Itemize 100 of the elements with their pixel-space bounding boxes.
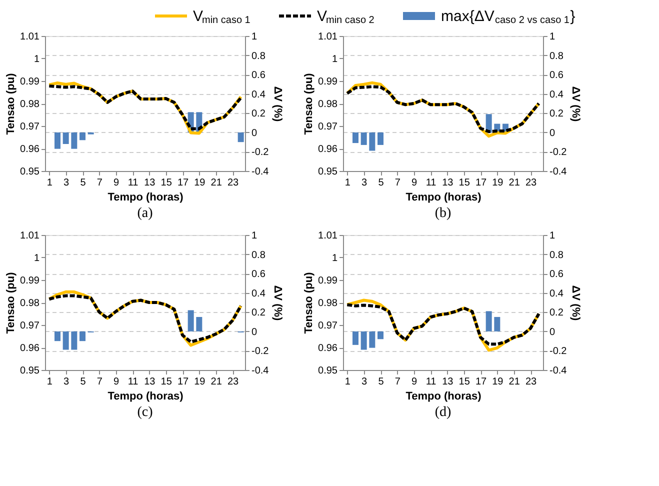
y2-tick-label: 0.8 xyxy=(252,50,266,62)
bar xyxy=(196,316,202,332)
x-tick-label: 11 xyxy=(426,178,437,188)
x-tick-label: 15 xyxy=(160,178,172,188)
x-axis-title: Tempo (horas) xyxy=(406,192,482,204)
x-tick-label: 13 xyxy=(144,178,156,188)
y2-tick-label: 0.4 xyxy=(252,288,266,300)
y-tick-label: 0.96 xyxy=(318,144,338,155)
y-tick-label: 0.99 xyxy=(20,76,40,88)
x-tick-label: 5 xyxy=(378,178,384,188)
x-tick-label: 1 xyxy=(46,178,53,188)
y2-tick-label: 0.2 xyxy=(550,308,564,319)
y-tick-label: 1.01 xyxy=(20,230,40,242)
y-tick-label: 1.01 xyxy=(20,32,40,42)
bar xyxy=(360,331,367,350)
bar xyxy=(494,316,500,332)
y2-tick-label: -0.2 xyxy=(550,147,568,158)
y2-axis-title: ΔV (%) xyxy=(570,86,582,122)
y2-tick-label: -0.2 xyxy=(550,346,568,358)
x-tick-label: 5 xyxy=(378,376,384,388)
y-tick-label: 0.98 xyxy=(318,99,338,110)
x-tick-label: 5 xyxy=(80,178,86,188)
x-tick-label: 7 xyxy=(394,376,401,388)
y2-tick-label: -0.2 xyxy=(252,346,270,358)
y-tick-label: 0.98 xyxy=(20,298,40,309)
y-axis-title: Tensao (pu) xyxy=(5,272,18,334)
x-tick-label: 17 xyxy=(177,376,189,388)
x-tick-label: 7 xyxy=(96,178,103,188)
y-tick-label: 1.01 xyxy=(318,32,338,42)
x-tick-label: 13 xyxy=(442,178,454,188)
y2-tick-label: -0.4 xyxy=(550,366,568,376)
y-tick-label: 0.99 xyxy=(20,276,40,286)
bar xyxy=(352,331,358,345)
y-tick-label: 1.01 xyxy=(318,230,338,242)
y2-tick-label: 0 xyxy=(252,128,258,139)
x-tick-label: 3 xyxy=(362,376,368,388)
x-tick-label: 21 xyxy=(508,178,520,188)
x-axis-title: Tempo (horas) xyxy=(108,192,184,204)
x-tick-label: 21 xyxy=(210,376,222,388)
line-series xyxy=(346,303,540,346)
x-tick-label: 11 xyxy=(426,376,437,388)
y2-tick-label: -0.2 xyxy=(252,147,270,158)
text: (a) xyxy=(137,206,154,221)
x-tick-label: 9 xyxy=(412,178,418,188)
y-tick-label: 0.97 xyxy=(318,122,338,132)
x-tick-label: 13 xyxy=(442,376,454,388)
x-tick-label: 15 xyxy=(160,376,172,388)
bar xyxy=(80,331,86,342)
y-tick-label: 0.95 xyxy=(20,166,40,178)
y-tick-label: 0.96 xyxy=(20,144,40,155)
y-tick-label: 0.98 xyxy=(20,99,40,110)
y-axis-title: Tensao (pu) xyxy=(303,72,316,135)
bar xyxy=(486,311,492,332)
x-tick-label: 21 xyxy=(508,376,520,388)
y2-tick-label: 0.8 xyxy=(550,50,564,62)
y2-tick-label: 0.6 xyxy=(550,269,564,280)
y2-tick-label: 0.6 xyxy=(252,70,266,82)
y2-tick-label: 1 xyxy=(252,230,258,242)
x-tick-label: 19 xyxy=(492,178,504,188)
y2-tick-label: 0.6 xyxy=(550,70,564,82)
y-tick-label: 0.98 xyxy=(318,298,338,309)
x-tick-label: 13 xyxy=(144,376,156,388)
x-tick-label: 11 xyxy=(128,178,139,188)
text: (b) xyxy=(434,206,452,221)
x-tick-label: 15 xyxy=(458,178,470,188)
x-tick-label: 7 xyxy=(394,178,401,188)
y2-tick-label: 1 xyxy=(550,230,556,242)
bar xyxy=(352,132,358,144)
y-axis-title: Tensao (pu) xyxy=(303,272,316,334)
text: (c) xyxy=(137,405,154,420)
y2-tick-label: 0.2 xyxy=(550,108,564,120)
bar xyxy=(54,331,60,342)
x-axis-title: Tempo (horas) xyxy=(108,390,184,402)
y2-axis-title: ΔV (%) xyxy=(272,285,284,322)
y2-tick-label: 0.4 xyxy=(550,89,564,100)
bar xyxy=(71,331,78,350)
x-tick-label: 17 xyxy=(177,178,189,188)
y2-tick-label: -0.4 xyxy=(550,166,568,178)
y2-axis-title: ΔV (%) xyxy=(272,86,284,122)
x-tick-label: 9 xyxy=(412,376,418,388)
bar xyxy=(369,132,376,151)
text: (d) xyxy=(434,405,452,420)
y2-tick-label: 0.2 xyxy=(252,308,266,319)
y-tick-label: 0.96 xyxy=(20,343,40,354)
x-tick-label: 3 xyxy=(64,178,70,188)
y-tick-label: 0.97 xyxy=(20,122,40,132)
x-tick-label: 19 xyxy=(194,178,206,188)
y2-tick-label: 0.2 xyxy=(252,108,266,120)
x-tick-label: 17 xyxy=(475,178,487,188)
y-tick-label: 1 xyxy=(34,253,40,264)
y2-tick-label: 0.8 xyxy=(550,250,564,261)
y2-tick-label: 0.6 xyxy=(252,269,266,280)
y-tick-label: 0.97 xyxy=(318,320,338,332)
bar xyxy=(360,132,367,145)
x-tick-label: 23 xyxy=(525,178,537,188)
y2-tick-label: 0.8 xyxy=(252,250,266,261)
y2-tick-label: 0 xyxy=(550,326,556,338)
x-tick-label: 3 xyxy=(362,178,368,188)
y2-tick-label: 0 xyxy=(252,326,258,338)
bar xyxy=(378,132,384,145)
